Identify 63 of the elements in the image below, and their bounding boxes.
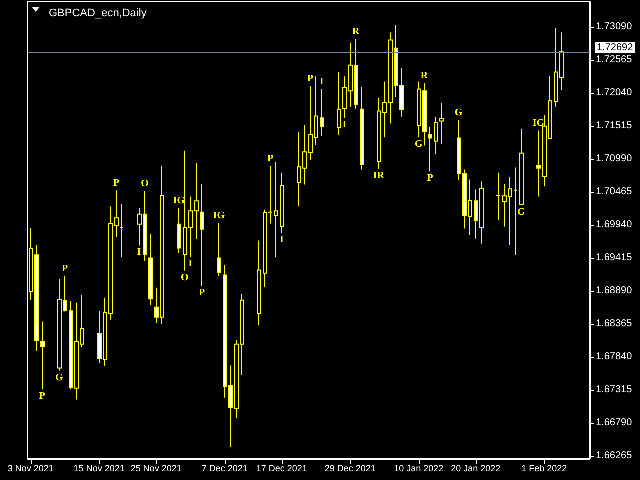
annotation: P [113, 178, 120, 189]
annotation: IR [373, 170, 386, 182]
candlestick [200, 184, 204, 286]
annotation: O [181, 272, 190, 284]
candlestick [428, 126, 432, 172]
candlestick [257, 240, 261, 326]
y-tick-label: 1.67315 [596, 384, 633, 396]
x-tick-label: 1 Feb 2022 [522, 464, 568, 474]
candlestick [280, 172, 284, 234]
candlestick [177, 208, 181, 254]
annotation: P [39, 391, 46, 402]
annotation: P [198, 287, 206, 298]
x-tick-label: 7 Dec 2021 [202, 464, 248, 474]
y-tick-label: 1.69415 [596, 252, 633, 264]
candlestick [434, 116, 438, 156]
y-tick-label: 1.69940 [596, 220, 633, 230]
candlestick [337, 72, 341, 136]
x-tick-label: 3 Nov 2021 [8, 464, 54, 474]
x-tick-label: 29 Dec 2021 [324, 464, 376, 474]
annotation: I [188, 258, 193, 270]
y-tick-label: 1.68365 [596, 318, 633, 330]
annotation: P [267, 153, 274, 164]
annotation: I [320, 76, 324, 88]
x-tick-label: 15 Nov 2021 [74, 464, 125, 474]
annotation: IG [213, 210, 226, 222]
y-tick-label: 1.72565 [596, 54, 633, 66]
candlestick [120, 204, 124, 258]
annotation: I [342, 120, 347, 131]
y-tick-label: 1.67840 [596, 351, 633, 362]
annotation: O [141, 178, 150, 190]
annotation: G [55, 372, 64, 384]
y-tick-label: 1.66265 [596, 450, 633, 462]
candlestick [320, 88, 324, 137]
annotation: I [137, 247, 142, 258]
candlestick [439, 102, 444, 146]
x-tick-label: 10 Jan 2022 [394, 464, 444, 474]
annotation: R [352, 26, 360, 38]
y-tick-label: 1.70990 [596, 154, 633, 165]
candlestick [40, 321, 45, 390]
candlestick [360, 86, 364, 170]
ref-line-label: 1.72692 [597, 42, 634, 54]
y-tick-label: 1.70465 [596, 186, 633, 198]
annotation: G [414, 139, 423, 150]
annotation: G [518, 207, 526, 218]
annotation: IG [532, 118, 545, 130]
x-tick-label: 25 Nov 2021 [130, 464, 182, 474]
annotation: R [420, 70, 429, 82]
y-tick-label: 1.68890 [596, 285, 633, 296]
x-tick-label: 17 Dec 2021 [256, 464, 308, 474]
y-tick-label: 1.72040 [596, 88, 633, 99]
annotation: IG [173, 196, 186, 207]
annotation: P [427, 173, 434, 184]
y-tick-label: 1.66790 [596, 417, 633, 428]
annotation: P [62, 263, 68, 274]
annotation: P [307, 74, 314, 85]
y-tick-label: 1.71515 [596, 120, 633, 132]
candlestick [148, 234, 153, 306]
text: GBPCAD_ecn,Daily [49, 8, 148, 20]
annotation: I [280, 234, 284, 246]
y-tick-label: 1.73090 [596, 22, 633, 33]
x-tick-label: 20 Jan 2022 [451, 464, 501, 474]
candlestick [217, 222, 221, 278]
annotation: G [454, 108, 463, 119]
